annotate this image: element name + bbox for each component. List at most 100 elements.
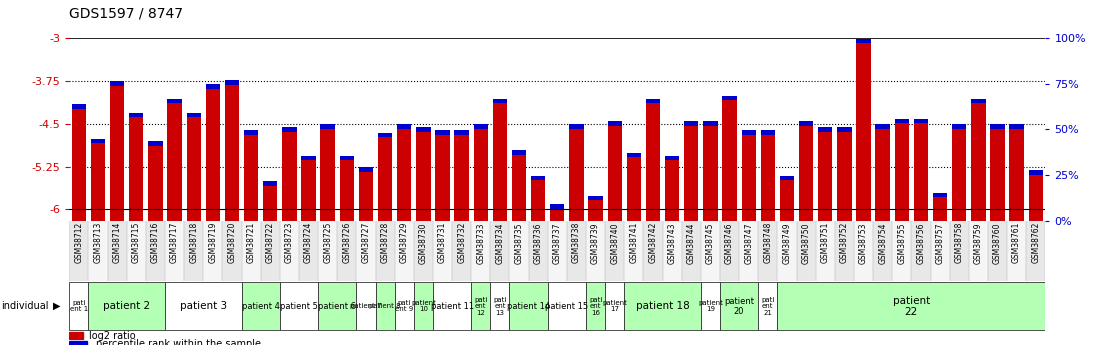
Bar [338,221,357,281]
Bar [1029,172,1043,221]
Text: GSM38722: GSM38722 [266,222,275,263]
Bar [760,132,775,221]
Text: GSM38715: GSM38715 [132,222,141,263]
Text: patient 7: patient 7 [350,303,381,309]
Text: log2 ratio: log2 ratio [89,331,136,341]
Bar [395,221,414,281]
Bar [624,221,644,281]
Bar [454,132,468,221]
Text: individual: individual [1,301,48,311]
Text: GSM38714: GSM38714 [113,222,122,263]
Text: patient 18: patient 18 [636,301,690,311]
Bar [378,133,392,137]
Bar [454,130,468,135]
Bar [110,81,124,86]
Bar [397,127,411,221]
Bar [72,104,86,109]
Bar [932,193,947,197]
Text: GSM38728: GSM38728 [380,222,389,263]
Bar [1010,124,1024,129]
Bar [129,113,143,117]
Bar [550,207,565,221]
Text: GSM38737: GSM38737 [552,222,562,264]
Bar [972,101,986,221]
Bar [779,176,794,180]
Text: pati
ent
12: pati ent 12 [474,297,487,316]
FancyBboxPatch shape [701,282,720,330]
Bar [1010,127,1024,221]
Bar [991,127,1005,221]
FancyBboxPatch shape [510,282,548,330]
Bar [665,156,680,160]
Bar [184,221,203,281]
Bar [452,221,471,281]
Bar [510,221,529,281]
Bar [187,115,201,221]
FancyBboxPatch shape [88,282,165,330]
Bar [491,221,510,281]
Bar [529,221,548,281]
Text: GSM38758: GSM38758 [955,222,964,263]
Text: patient 15: patient 15 [546,302,588,311]
Text: GSM38739: GSM38739 [591,222,600,264]
Bar [359,169,373,221]
Text: GSM38754: GSM38754 [878,222,888,264]
Bar [126,221,145,281]
FancyBboxPatch shape [241,282,280,330]
Bar [953,124,966,129]
FancyBboxPatch shape [395,282,414,330]
Bar [168,99,182,103]
Text: GSM38732: GSM38732 [457,222,466,263]
Bar [837,129,852,221]
Text: GSM38736: GSM38736 [533,222,542,264]
Bar [796,221,816,281]
Bar [1007,221,1026,281]
Text: patient 6: patient 6 [319,302,357,311]
Text: GSM38720: GSM38720 [227,222,237,263]
Bar [145,221,165,281]
Bar [739,221,758,281]
Bar [550,204,565,209]
Bar [149,141,162,146]
Bar [69,332,83,339]
Bar [493,101,508,221]
Bar [701,221,720,281]
Bar [433,221,452,281]
Text: GDS1597 / 8747: GDS1597 / 8747 [69,7,183,21]
Bar [340,158,354,221]
Bar [302,156,315,160]
Bar [512,152,527,221]
Bar [818,127,833,132]
Bar [567,221,586,281]
Text: patient 8: patient 8 [369,303,401,309]
Bar [991,124,1005,129]
Bar [684,124,699,221]
Text: GSM38760: GSM38760 [993,222,1002,264]
Text: GSM38757: GSM38757 [936,222,945,264]
Bar [531,176,546,180]
Bar [932,195,947,221]
Bar [854,221,873,281]
Bar [663,221,682,281]
FancyBboxPatch shape [414,282,433,330]
Text: pati
ent
16: pati ent 16 [589,297,603,316]
FancyBboxPatch shape [758,282,777,330]
Bar [474,124,487,129]
Bar [682,221,701,281]
Bar [435,130,449,135]
Bar [777,221,796,281]
Text: GSM38718: GSM38718 [189,222,198,263]
Bar [110,84,124,221]
Bar [607,121,622,126]
Text: GSM38721: GSM38721 [247,222,256,263]
Bar [357,221,376,281]
Text: patient
19: patient 19 [698,300,723,313]
Bar [165,221,184,281]
Bar [586,221,605,281]
FancyBboxPatch shape [376,282,395,330]
Text: GSM38716: GSM38716 [151,222,160,263]
Bar [206,84,220,89]
Bar [835,221,854,281]
Text: patient
22: patient 22 [893,296,930,317]
FancyBboxPatch shape [69,282,88,330]
